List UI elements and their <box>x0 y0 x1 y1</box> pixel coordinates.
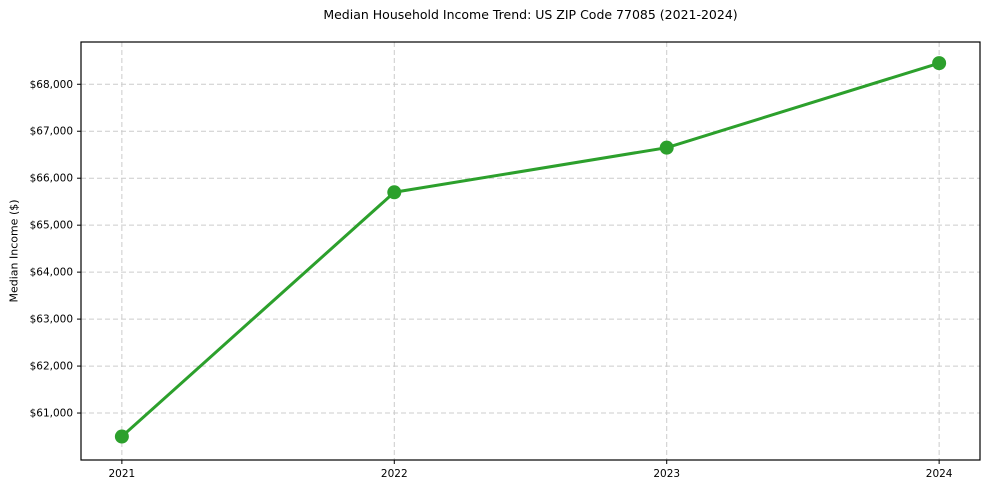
x-tick-label: 2024 <box>926 468 953 480</box>
y-tick-label: $64,000 <box>30 267 73 279</box>
y-tick-label: $63,000 <box>30 314 73 326</box>
data-point-2021 <box>114 429 129 444</box>
plot-border <box>80 41 981 461</box>
data-point-2023 <box>659 140 674 155</box>
x-tick-label: 2022 <box>381 468 408 480</box>
y-tick-label: $61,000 <box>30 408 73 420</box>
x-tick-label: 2023 <box>653 468 680 480</box>
y-tick-label: $65,000 <box>30 220 73 232</box>
y-tick-label: $66,000 <box>30 173 73 185</box>
chart-title: Median Household Income Trend: US ZIP Co… <box>323 7 738 22</box>
y-tick-label: $67,000 <box>30 126 73 138</box>
trend-line <box>120 61 941 439</box>
y-tick-label: $68,000 <box>30 79 73 91</box>
data-point-2022 <box>387 185 402 200</box>
y-tick-label: $62,000 <box>30 361 73 373</box>
data-point-2024 <box>932 56 947 71</box>
x-tick-label: 2021 <box>108 468 135 480</box>
